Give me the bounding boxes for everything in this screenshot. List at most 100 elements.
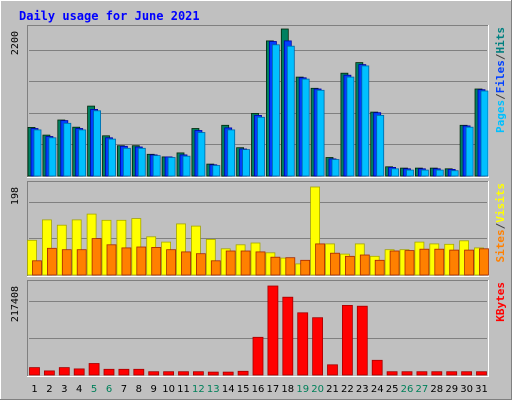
x-tick-label-day-30: 30 [460, 384, 473, 395]
panel-kbytes: 217408 KBytes [10, 280, 507, 377]
bar-kbytes-day-16 [252, 336, 264, 376]
bar-kbytes-day-30 [461, 371, 473, 376]
bar-pages-day-16 [257, 116, 265, 177]
bar-pages-day-6 [108, 138, 116, 177]
bar-kbytes-day-4 [73, 368, 85, 376]
x-tick-label-day-27: 27 [416, 384, 429, 395]
x-tick-label-day-16: 16 [252, 384, 265, 395]
bar-kbytes-day-15 [237, 370, 249, 376]
bar-sites-day-30 [464, 249, 475, 276]
bar-pages-day-4 [78, 129, 87, 177]
bar-sites-day-12 [195, 253, 206, 276]
bar-pages-day-31 [480, 90, 489, 177]
bar-pages-day-3 [63, 122, 72, 177]
y-scale-label: 198 [10, 187, 21, 205]
panel-visits-sites: 198 Sites/Visits [10, 181, 507, 277]
bar-pages-day-1 [33, 129, 42, 177]
x-tick-label-day-19: 19 [296, 384, 309, 395]
bar-pages-day-29 [450, 170, 459, 177]
bar-sites-day-24 [374, 259, 385, 276]
bar-kbytes-day-14 [222, 371, 234, 376]
bar-kbytes-day-18 [282, 296, 294, 376]
bar-visits-day-11 [176, 223, 186, 276]
bar-pages-day-24 [376, 115, 385, 177]
x-tick-label-day-3: 3 [61, 384, 67, 395]
x-tick-label-day-26: 26 [401, 384, 414, 395]
bar-pages-day-28 [435, 169, 444, 177]
bar-pages-day-11 [182, 155, 191, 177]
bar-kbytes-day-9 [148, 371, 160, 376]
bar-visits-day-12 [190, 225, 201, 276]
bar-pages-day-23 [361, 65, 370, 177]
x-tick-label-day-20: 20 [311, 384, 324, 395]
x-tick-label-day-14: 14 [222, 384, 235, 395]
bar-pages-day-20 [316, 89, 325, 177]
bar-sites-day-8 [136, 246, 147, 276]
bar-visits-day-20 [310, 186, 321, 276]
bar-kbytes-day-27 [416, 371, 428, 376]
x-tick-label-day-5: 5 [91, 384, 97, 395]
bar-sites-day-7 [121, 247, 132, 276]
bar-pages-day-18 [286, 45, 295, 177]
bar-visits-day-4 [71, 219, 82, 276]
bar-kbytes-day-26 [401, 371, 413, 376]
bar-kbytes-day-23 [356, 305, 368, 376]
bar-pages-day-14 [227, 129, 236, 177]
bar-sites-day-16 [255, 251, 266, 276]
chart-title: Daily usage for June 2021 [19, 9, 200, 23]
chart-panels: 2200Pages/Files/Hits198Sites/Visits21740… [10, 25, 507, 377]
bar-sites-day-20 [315, 243, 326, 276]
bar-sites-day-17 [270, 256, 281, 276]
bar-pages-day-12 [197, 132, 206, 177]
bar-pages-day-17 [271, 44, 280, 177]
bar-pages-day-10 [167, 157, 176, 177]
bar-sites-day-21 [330, 252, 340, 276]
bar-sites-day-31 [479, 248, 489, 276]
y-scale-label: 217408 [10, 286, 21, 322]
bar-kbytes-day-7 [118, 368, 130, 376]
bar-kbytes-day-21 [327, 364, 338, 376]
x-tick-label-day-28: 28 [430, 384, 443, 395]
x-tick-label-day-23: 23 [356, 384, 369, 395]
x-tick-label-day-17: 17 [267, 384, 280, 395]
bar-sites-day-3 [61, 249, 72, 276]
bar-kbytes-day-19 [297, 312, 309, 376]
bar-sites-day-23 [359, 254, 370, 276]
x-tick-label-day-6: 6 [106, 384, 112, 395]
bar-pages-day-7 [123, 147, 131, 177]
x-tick-label-day-4: 4 [76, 384, 82, 395]
legend: Sites/Visits [494, 183, 507, 263]
bar-sites-day-11 [181, 251, 191, 276]
bar-sites-day-2 [47, 247, 57, 276]
bar-pages-day-19 [301, 78, 310, 177]
bar-pages-day-26 [406, 169, 414, 177]
legend-entry: Hits [494, 27, 507, 54]
legend-entry: / [494, 93, 507, 100]
x-tick-label-day-1: 1 [31, 384, 37, 395]
bar-kbytes-day-12 [192, 371, 204, 376]
bar-visits-day-1 [27, 239, 37, 276]
bar-kbytes-day-1 [29, 367, 40, 376]
bar-sites-day-10 [166, 249, 177, 276]
bar-sites-day-9 [151, 246, 162, 276]
x-tick-label-day-24: 24 [371, 384, 384, 395]
y-scale-label: 2200 [10, 31, 21, 55]
bar-pages-day-5 [93, 110, 101, 177]
bar-sites-day-14 [225, 250, 236, 276]
legend: Pages/Files/Hits [494, 27, 507, 133]
x-tick-label-day-8: 8 [136, 384, 142, 395]
bar-kbytes-day-29 [446, 371, 458, 376]
x-tick-label-day-10: 10 [162, 384, 175, 395]
x-axis-labels: 1 2 3 4 5 6 7 8 9 10 11 12 13 14 15 16 17 18 19 20 21 22 23 24 2… [31, 384, 488, 395]
bar-kbytes-day-17 [267, 285, 279, 376]
bar-kbytes-day-10 [163, 371, 175, 376]
x-tick-label-day-12: 12 [192, 384, 205, 395]
bar-kbytes-day-2 [44, 370, 55, 376]
bar-kbytes-day-25 [386, 371, 398, 376]
bar-kbytes-day-5 [88, 363, 100, 376]
bar-pages-day-25 [391, 168, 400, 177]
legend-entry: Pages [494, 100, 507, 133]
x-tick-label-day-18: 18 [281, 384, 294, 395]
